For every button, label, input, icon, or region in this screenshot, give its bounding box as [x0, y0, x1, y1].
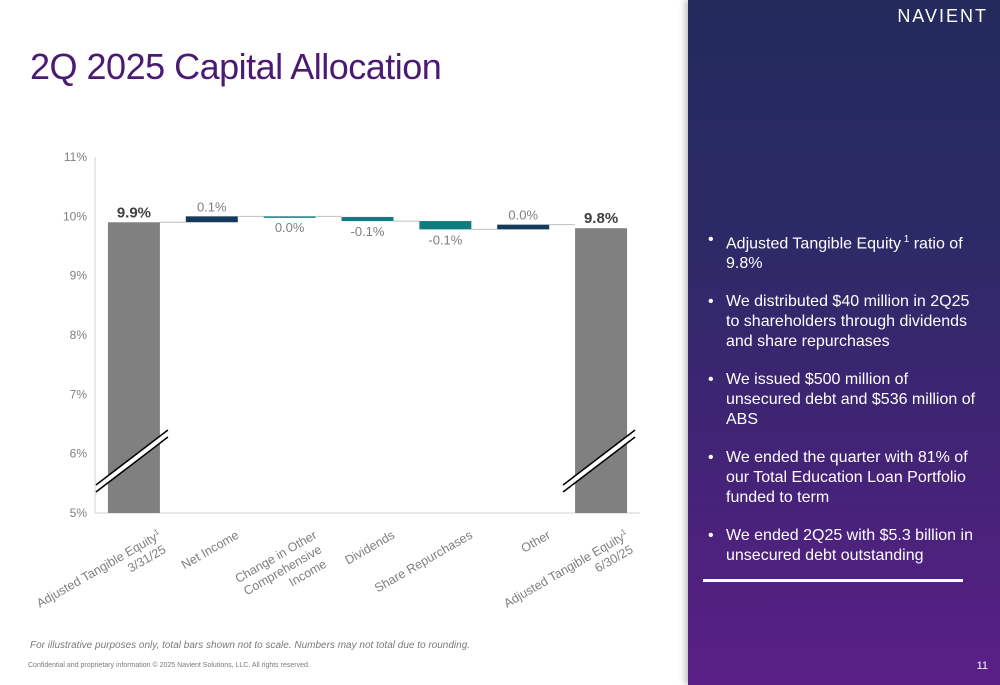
bullet-text: We ended the quarter with 81% of our Tot…	[726, 449, 968, 507]
break-line	[562, 429, 636, 486]
category-label-line: Adjusted Tangible Equity1	[34, 527, 164, 610]
bar-4	[419, 221, 472, 230]
summary-panel: NAVIENT • Adjusted Tangible Equity 1 rati…	[688, 0, 1000, 685]
summary-bullet: • We distributed $40 million in 2Q25 to s…	[708, 292, 980, 352]
confidential-notice: Confidential and proprietary information…	[28, 662, 310, 669]
slide-main-area: 2Q 2025 Capital Allocation 5% 6% 7% 8% 9% 10%…	[28, 46, 640, 669]
summary-bullet: • We ended the quarter with 81% of our To…	[708, 448, 980, 508]
break-line	[95, 436, 169, 493]
y-tick-label: 10%	[63, 209, 87, 223]
footnote-marker: 1	[152, 527, 161, 537]
summary-bullet: • Adjusted Tangible Equity 1 ratio of 9.8…	[708, 230, 980, 274]
page-number: 11	[976, 660, 988, 672]
bullet-text: We distributed $40 million in 2Q25 to sh…	[726, 293, 970, 351]
navient-logo: NAVIENT	[897, 6, 988, 26]
bullet-text: We ended 2Q25 with $5.3 billion in unsec…	[726, 527, 973, 565]
bullet-text-tail: ratio of 9.8%	[726, 235, 963, 273]
chart-bars	[107, 216, 628, 513]
value-label: 0.1%	[197, 199, 227, 214]
summary-bullet: • We issued $500 million of unsecured deb…	[708, 370, 980, 430]
break-line	[562, 436, 636, 493]
bullet-text: We issued $500 million of unsecured debt…	[726, 371, 976, 429]
bullet-dot: •	[708, 527, 714, 545]
bar-1	[185, 216, 238, 223]
bullet-dot: •	[708, 449, 714, 467]
value-label: 0.0%	[508, 208, 538, 223]
y-tick-label: 5%	[70, 506, 88, 520]
value-label: -0.1%	[428, 232, 462, 247]
value-labels: 9.9% 0.1% 0.0% -0.1% -0.1% 0.0% 9.8%	[117, 199, 618, 247]
category-label: Dividends	[342, 528, 397, 568]
bullet-dot: •	[708, 231, 714, 248]
footnote-marker: 1	[900, 234, 910, 245]
bar-5	[497, 224, 550, 230]
bar-6	[575, 228, 628, 513]
category-label-line: Adjusted Tangible Equity1	[501, 527, 631, 610]
break-line	[95, 429, 169, 486]
break-gap	[563, 430, 636, 492]
footnote-marker: 1	[619, 527, 628, 537]
break-gap	[95, 430, 168, 492]
axis-break-marks	[95, 429, 636, 493]
waterfall-chart: 5% 6% 7% 8% 9% 10% 11% 9.9% 0.1% 0.0% -0.1% -0.1% 0…	[34, 150, 640, 610]
bullet-dot: •	[708, 293, 714, 311]
y-tick-label: 11%	[64, 150, 87, 164]
category-label: Net Income	[179, 528, 241, 572]
value-label: 9.9%	[117, 204, 151, 221]
category-label-line: Dividends	[342, 528, 397, 568]
bar-3	[341, 216, 394, 222]
summary-bullets: • Adjusted Tangible Equity 1 ratio of 9.8…	[708, 230, 980, 584]
y-tick-label: 6%	[70, 447, 88, 461]
divider	[703, 579, 963, 582]
y-axis: 5% 6% 7% 8% 9% 10% 11%	[63, 150, 640, 520]
bar-2	[263, 216, 316, 218]
value-label: 0.0%	[275, 220, 305, 235]
bullet-text: Adjusted Tangible Equity	[726, 235, 901, 253]
bullet-dot: •	[708, 371, 714, 389]
page-title: 2Q 2025 Capital Allocation	[30, 46, 442, 87]
category-label-line: Net Income	[179, 528, 241, 572]
category-label: Other	[519, 528, 553, 556]
category-label-line: Other	[519, 528, 553, 556]
bar-0	[107, 222, 160, 513]
y-tick-label: 9%	[70, 269, 88, 283]
bar-connectors	[159, 215, 576, 230]
footnote: For illustrative purposes only, total ba…	[30, 640, 471, 651]
value-label: -0.1%	[351, 224, 385, 239]
value-label: 9.8%	[584, 210, 618, 227]
y-tick-label: 8%	[70, 328, 88, 342]
y-tick-label: 7%	[70, 387, 88, 401]
summary-bullet: • We ended 2Q25 with $5.3 billion in unse…	[708, 526, 980, 566]
